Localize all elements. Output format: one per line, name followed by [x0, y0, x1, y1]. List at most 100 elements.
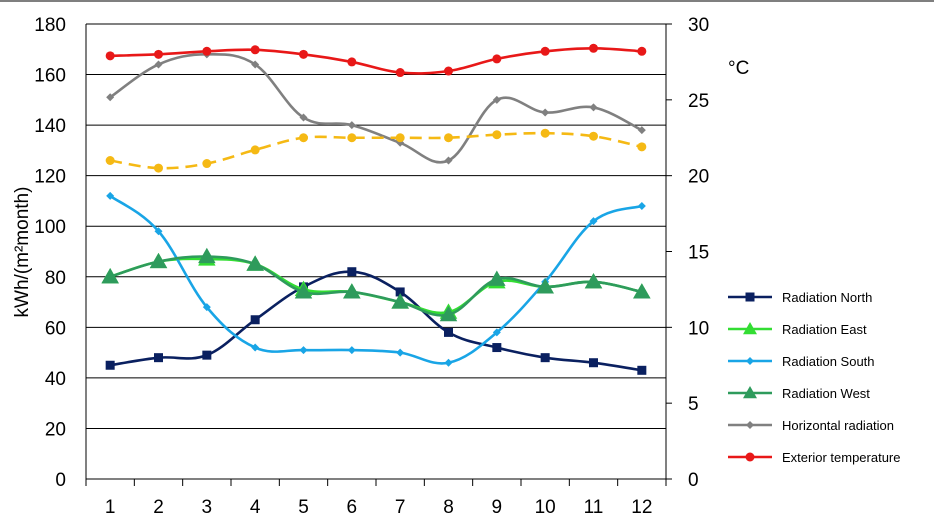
data-point	[105, 51, 115, 61]
x-tick-label: 10	[535, 497, 556, 518]
series-6	[105, 128, 647, 173]
x-tick-label: 7	[395, 497, 406, 518]
series-line	[110, 46, 642, 75]
data-point	[294, 283, 313, 299]
series-line	[109, 255, 643, 317]
x-tick-label: 1	[105, 497, 116, 518]
data-point	[250, 145, 260, 155]
data-point	[149, 252, 168, 269]
data-point	[299, 49, 308, 59]
data-point	[439, 305, 458, 322]
y-tick-label: 120	[34, 167, 66, 188]
x-tick-label: 6	[347, 497, 358, 518]
y-tick-label: 140	[34, 116, 66, 137]
data-point	[251, 60, 260, 69]
data-point	[347, 133, 357, 143]
legend-label: Radiation West	[782, 386, 870, 401]
legend-item: Radiation East	[728, 322, 867, 337]
series-5	[105, 43, 647, 78]
data-point	[492, 343, 502, 353]
legend-label: Radiation South	[782, 354, 875, 369]
y-tick-label: 80	[45, 268, 66, 289]
data-point	[154, 60, 163, 69]
y2-tick-label: 5	[688, 394, 699, 415]
data-point	[202, 46, 212, 56]
data-point	[106, 93, 115, 102]
data-point	[444, 358, 453, 367]
series-0	[105, 267, 647, 375]
data-point	[633, 283, 651, 299]
data-point	[105, 156, 115, 165]
legend-marker	[745, 292, 755, 302]
y-tick-label: 100	[34, 217, 66, 238]
data-point	[198, 247, 216, 264]
x-tick-label: 4	[250, 497, 261, 518]
x-tick-label: 5	[298, 497, 309, 518]
legend-marker	[746, 421, 754, 429]
data-point	[202, 303, 211, 312]
data-point	[541, 108, 550, 117]
data-point	[492, 95, 501, 104]
data-point	[540, 46, 550, 56]
data-point	[444, 133, 453, 143]
data-point	[444, 66, 453, 76]
data-point	[347, 57, 357, 67]
data-point	[202, 350, 212, 360]
y2-axis-unit: °C	[728, 58, 749, 79]
data-point	[444, 156, 453, 165]
y2-tick-label: 0	[688, 470, 699, 491]
legend-item: Exterior temperature	[728, 450, 901, 465]
data-point	[589, 131, 598, 141]
data-point	[395, 68, 405, 78]
y-tick-label: 0	[55, 470, 66, 491]
legend-item: Radiation South	[728, 354, 875, 369]
data-point	[154, 163, 163, 173]
data-point	[536, 278, 554, 294]
data-point	[637, 142, 647, 152]
data-point	[492, 54, 502, 64]
data-point	[395, 133, 405, 143]
y-tick-label: 20	[45, 419, 66, 440]
x-tick-label: 8	[443, 497, 454, 518]
data-point	[343, 283, 361, 299]
data-point	[637, 202, 646, 210]
data-point	[347, 346, 356, 355]
data-point	[488, 270, 506, 286]
data-point	[395, 287, 405, 297]
series-3	[101, 247, 651, 322]
data-point	[154, 353, 163, 363]
data-point	[251, 343, 260, 352]
legend-marker	[746, 357, 754, 365]
data-point	[589, 43, 598, 53]
legend-label: Exterior temperature	[782, 450, 901, 465]
data-point	[202, 159, 212, 169]
y2-tick-label: 30	[688, 15, 709, 36]
x-tick-label: 9	[492, 497, 503, 518]
y-tick-label: 180	[34, 15, 66, 36]
y-axis-title: kWh/(m²month)	[12, 187, 33, 318]
series-layer	[101, 43, 651, 375]
data-point	[250, 45, 260, 55]
legend-marker	[743, 386, 757, 399]
series-line	[109, 131, 643, 170]
data-point	[637, 46, 647, 56]
data-point	[250, 315, 260, 325]
legend-label: Radiation North	[782, 290, 872, 305]
data-point	[444, 327, 453, 337]
data-point	[347, 121, 356, 130]
data-point	[540, 128, 550, 138]
legend-item: Radiation West	[728, 386, 870, 401]
x-tick-label: 12	[631, 497, 652, 518]
data-point	[154, 227, 163, 236]
x-tick-label: 3	[202, 497, 213, 518]
data-point	[492, 328, 501, 337]
series-line	[109, 194, 643, 365]
data-point	[299, 346, 308, 355]
data-point	[106, 191, 115, 200]
y2-tick-label: 20	[688, 167, 709, 188]
y2-tick-label: 25	[688, 91, 709, 112]
legend-item: Radiation North	[728, 290, 872, 305]
data-point	[396, 348, 405, 357]
data-point	[589, 358, 598, 368]
